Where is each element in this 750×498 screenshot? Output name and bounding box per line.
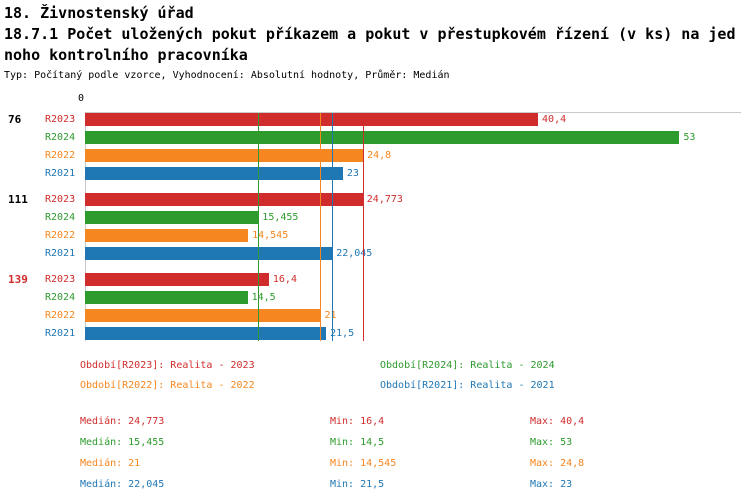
legend-item-R2024: Období[R2024]: Realita - 2024: [380, 360, 555, 371]
stat-row-R2023: Medián: 24,773 Min: 16,4 Max: 40,4: [80, 411, 730, 432]
bar-row: R2023 24,773: [45, 193, 741, 206]
bar-R2023: [85, 273, 269, 286]
stats-table: Medián: 24,773 Min: 16,4 Max: 40,4 Medián: …: [80, 411, 730, 495]
series-label: R2024: [45, 212, 76, 223]
group-label: 139: [8, 273, 28, 286]
chart-title-line1: 18.7.1 Počet uložených pokut příkazem a …: [4, 25, 736, 43]
stat-min: Min: 21,5: [330, 479, 385, 490]
bar-R2022: [85, 229, 249, 242]
bar-value-label: 15,455: [262, 212, 299, 223]
bar-row: R2024 14,5: [45, 291, 741, 304]
median-line-R2022: [320, 113, 322, 341]
bar-R2022: [85, 149, 364, 162]
axis-zero-label: 0: [78, 93, 85, 104]
bar-row: R2022 14,545: [45, 229, 741, 242]
bar-R2022: [85, 309, 321, 322]
page-title: 18. Živnostenský úřad: [4, 4, 194, 22]
bar-R2021: [85, 247, 333, 260]
bar-row: R2023 40,4: [45, 113, 741, 126]
bar-row: R2022 24,8: [45, 149, 741, 162]
bar-value-label: 40,4: [542, 114, 567, 125]
bar-R2024: [85, 211, 259, 224]
series-label: R2022: [45, 230, 76, 241]
bar-R2023: [85, 113, 539, 126]
bar-row: R2021 22,045: [45, 247, 741, 260]
stat-min: Min: 14,5: [330, 437, 385, 448]
legend-item-R2021: Období[R2021]: Realita - 2021: [380, 380, 555, 391]
chart-legend: Období[R2023]: Realita - 2023 Období[R202…: [80, 360, 680, 400]
bar-value-label: 16,4: [272, 274, 297, 285]
stat-median: Medián: 22,045: [80, 479, 165, 490]
series-label: R2023: [45, 274, 76, 285]
bar-row: R2024 53: [45, 131, 741, 144]
bar-R2024: [85, 131, 680, 144]
bar-value-label: 23: [346, 168, 359, 179]
legend-item-R2023: Období[R2023]: Realita - 2023: [80, 360, 255, 371]
bar-value-label: 21,5: [330, 328, 355, 339]
bar-R2024: [85, 291, 248, 304]
stat-max: Max: 40,4: [530, 416, 585, 427]
group-label: 111: [8, 193, 28, 206]
stat-max: Max: 24,8: [530, 458, 585, 469]
stat-median: Medián: 24,773: [80, 416, 165, 427]
series-label: R2023: [45, 114, 76, 125]
series-label: R2024: [45, 292, 76, 303]
bar-value-label: 24,773: [366, 194, 403, 205]
bar-value-label: 14,545: [252, 230, 289, 241]
stat-max: Max: 23: [530, 479, 573, 490]
median-line-R2024: [258, 113, 260, 341]
stat-row-R2022: Medián: 21 Min: 14,545 Max: 24,8: [80, 453, 730, 474]
axis-line: [85, 113, 86, 341]
stat-min: Min: 16,4: [330, 416, 385, 427]
stat-row-R2021: Medián: 22,045 Min: 21,5 Max: 23: [80, 474, 730, 495]
bar-row: R2023 16,4: [45, 273, 741, 286]
bar-value-label: 14,5: [251, 292, 276, 303]
bar-value-label: 21: [324, 310, 337, 321]
series-label: R2021: [45, 328, 76, 339]
series-label: R2023: [45, 194, 76, 205]
legend-item-R2022: Období[R2022]: Realita - 2022: [80, 380, 255, 391]
bar-value-label: 24,8: [367, 150, 392, 161]
stat-row-R2024: Medián: 15,455 Min: 14,5 Max: 53: [80, 432, 730, 453]
bar-R2021: [85, 167, 343, 180]
chart-meta: Typ: Počítaný podle vzorce, Vyhodnocení:…: [4, 70, 450, 81]
series-label: R2024: [45, 132, 76, 143]
group-label: 76: [8, 113, 22, 126]
stat-median: Medián: 15,455: [80, 437, 165, 448]
chart-title-line2: noho kontrolního pracovníka: [4, 46, 248, 64]
stat-max: Max: 53: [530, 437, 573, 448]
series-label: R2021: [45, 168, 76, 179]
bar-value-label: 53: [683, 132, 696, 143]
median-line-R2021: [332, 113, 334, 341]
stat-min: Min: 14,545: [330, 458, 397, 469]
bar-R2021: [85, 327, 327, 340]
bar-row: R2022 21: [45, 309, 741, 322]
bar-row: R2021 23: [45, 167, 741, 180]
bar-row: R2021 21,5: [45, 327, 741, 340]
series-label: R2022: [45, 310, 76, 321]
bar-R2023: [85, 193, 363, 206]
stat-median: Medián: 21: [80, 458, 141, 469]
plot-area: 76 R2023 40,4 R2024 53 R2022 24,8 R2021 23 111 R20…: [8, 112, 741, 341]
series-label: R2022: [45, 150, 76, 161]
bar-value-label: 22,045: [336, 248, 373, 259]
bar-row: R2024 15,455: [45, 211, 741, 224]
series-label: R2021: [45, 248, 76, 259]
median-line-R2023: [362, 113, 364, 341]
